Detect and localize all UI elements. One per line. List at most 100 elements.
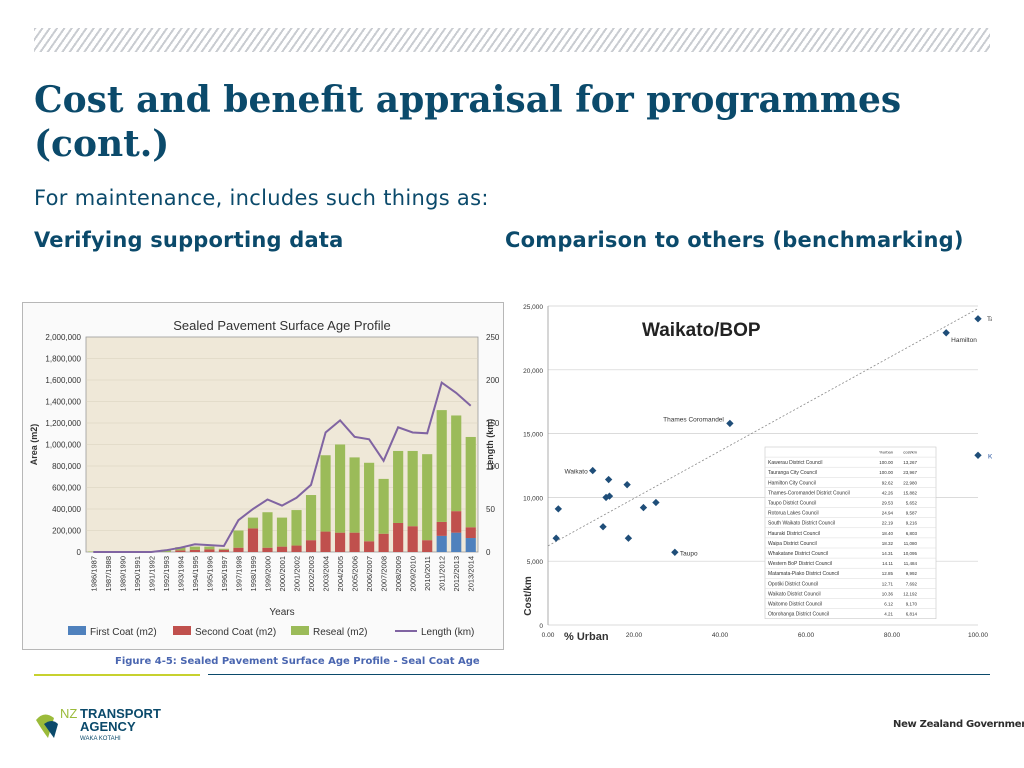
- table-cell-cost: 15,882: [903, 490, 917, 495]
- x-tick-label: 2007/2008: [380, 556, 389, 591]
- x-tick-label: 2006/2007: [365, 556, 374, 591]
- benchmark-table: [764, 446, 937, 619]
- scatter-point-label: Waikato: [564, 469, 588, 476]
- y-tick-label: 1,800,000: [45, 355, 81, 364]
- table-cell-council: South Waikato District Council: [768, 521, 835, 527]
- table-cell-cost: 7,692: [906, 581, 918, 586]
- y-tick-label: 200,000: [52, 527, 81, 536]
- table-cell-urban: 14.31: [882, 551, 894, 556]
- scatter-y-tick-label: 10,000: [523, 495, 543, 502]
- bar-first-coat: [465, 538, 476, 552]
- table-cell-cost: 6,803: [906, 531, 918, 536]
- benchmark-scatter-svg: 25,000 20,000 15,000 10,000 5,000 0 0.00 20.00 4…: [523, 304, 1014, 643]
- x-tick-label: 1995/1996: [205, 556, 214, 591]
- scatter-point: [624, 534, 633, 542]
- y2-axis-label: Length (km): [485, 419, 495, 471]
- scatter-y-tick-label: 15,000: [523, 432, 543, 439]
- scatter-point: [639, 503, 648, 512]
- table-cell-cost: 12,192: [903, 591, 917, 596]
- table-cell-cost: 11,080: [904, 541, 918, 546]
- scatter-point: [652, 498, 660, 507]
- scatter-point: [604, 475, 613, 484]
- line-length-km: [93, 380, 472, 553]
- x-tick-label: 2001/2002: [293, 556, 302, 591]
- bar-second-coat: [349, 532, 360, 552]
- table-cell-council: Thames-Coromandel District Council: [768, 490, 850, 496]
- table-cell-cost: 9,170: [906, 602, 918, 607]
- slide-title: Cost and benefit appraisal for programme…: [34, 79, 902, 165]
- bar-reseal: [465, 436, 476, 528]
- bar-reseal: [334, 444, 346, 533]
- scatter-x-tick-label: 40.00: [712, 632, 729, 639]
- table-cell-council: Rotorua Lakes Council: [768, 511, 819, 517]
- bar-second-coat: [422, 540, 433, 552]
- x-tick-label: 2008/2009: [394, 556, 403, 591]
- logo-nz: NZ: [60, 706, 77, 721]
- scatter-point: [554, 505, 562, 513]
- legend-reseal: Reseal (m2): [313, 627, 367, 638]
- bar-second-coat: [204, 549, 215, 552]
- table-cell-council: Opotiki District Council: [768, 581, 818, 587]
- scatter-point: [726, 419, 734, 428]
- table-cell-urban: 10.36: [882, 591, 894, 596]
- scatter-point: [942, 329, 950, 337]
- scatter-x-tick-label: 60.00: [798, 632, 815, 639]
- bar-second-coat: [175, 550, 186, 552]
- table-cell-urban: 6.12: [884, 602, 893, 607]
- scatter-point-label: Thames Coromandel: [663, 416, 724, 423]
- scatter-point-label: Taupo: [680, 550, 698, 557]
- legend-first-coat-swatch: [68, 626, 86, 635]
- bar-reseal: [305, 495, 317, 541]
- x-tick-label: 1986/1987: [89, 556, 98, 591]
- x-tick-label: 2013/2014: [467, 556, 476, 591]
- pavement-age-chart-svg: Sealed Pavement Surface Age Profile 2,000…: [29, 318, 500, 638]
- bar-second-coat: [378, 533, 389, 552]
- bar-reseal: [233, 530, 244, 548]
- table-cell-urban: 100.00: [879, 470, 893, 475]
- x-tick-label: 2012/2013: [452, 556, 461, 591]
- chart-title: Sealed Pavement Surface Age Profile: [173, 318, 391, 333]
- scatter-x-tick-label: 100.00: [968, 632, 988, 639]
- scatter-point: [974, 315, 982, 323]
- x-tick-label: 1996/1997: [220, 556, 229, 591]
- bar-reseal: [175, 547, 186, 551]
- scatter-point: [671, 548, 679, 556]
- scatter-point-label: Kawerau: [988, 453, 992, 460]
- y2-tick-label: 250: [486, 333, 500, 342]
- table-cell-cost: 5,652: [906, 501, 918, 506]
- x-tick-label: 2011/2012: [438, 556, 447, 591]
- bar-reseal: [247, 517, 259, 529]
- bar-second-coat: [305, 540, 317, 552]
- x-tick-label: 2005/2006: [351, 556, 360, 591]
- legend-first-coat: First Coat (m2): [90, 627, 157, 638]
- table-cell-urban: 42.26: [882, 490, 894, 495]
- y2-tick-label: 100: [486, 462, 500, 471]
- scatter-point-label: Hamilton: [951, 337, 977, 344]
- left-column-heading: Verifying supporting data: [34, 228, 344, 252]
- x-tick-label: 2003/2004: [322, 556, 331, 591]
- x-tick-label: 2010/2011: [423, 556, 432, 591]
- x-tick-label: 1989/1990: [118, 556, 127, 591]
- bar-second-coat: [364, 541, 375, 552]
- x-tick-label: 1987/1988: [104, 556, 113, 591]
- table-cell-urban: 24.94: [882, 511, 894, 516]
- y2-tick-label: 200: [486, 376, 500, 385]
- nz-government-logo: New Zealand Government: [893, 719, 1024, 730]
- nzta-logo-mark-icon: NZ TRANSPORT AGENCY WAKA KOTAHI: [36, 706, 161, 742]
- bar-reseal: [218, 548, 230, 550]
- scatter-point: [552, 534, 560, 542]
- footer-rule: [208, 674, 990, 675]
- scatter-title: Waikato/BOP: [642, 320, 761, 341]
- x-tick-label: 2009/2010: [409, 556, 418, 591]
- bar-second-coat: [262, 547, 273, 552]
- scatter-y-tick-label: 5,000: [527, 559, 544, 566]
- scatter-y-axis-label: Cost/km: [523, 576, 534, 616]
- footer-accent-line: [34, 674, 200, 676]
- x-tick-label: 1991/1992: [147, 556, 156, 591]
- table-cell-urban: 4.21: [884, 612, 893, 617]
- bar-reseal: [422, 454, 433, 541]
- bar-second-coat: [276, 546, 288, 552]
- legend-second-coat: Second Coat (m2): [195, 627, 276, 638]
- table-cell-cost: 9,587: [906, 511, 918, 516]
- table-cell-cost: 10,095: [903, 551, 917, 556]
